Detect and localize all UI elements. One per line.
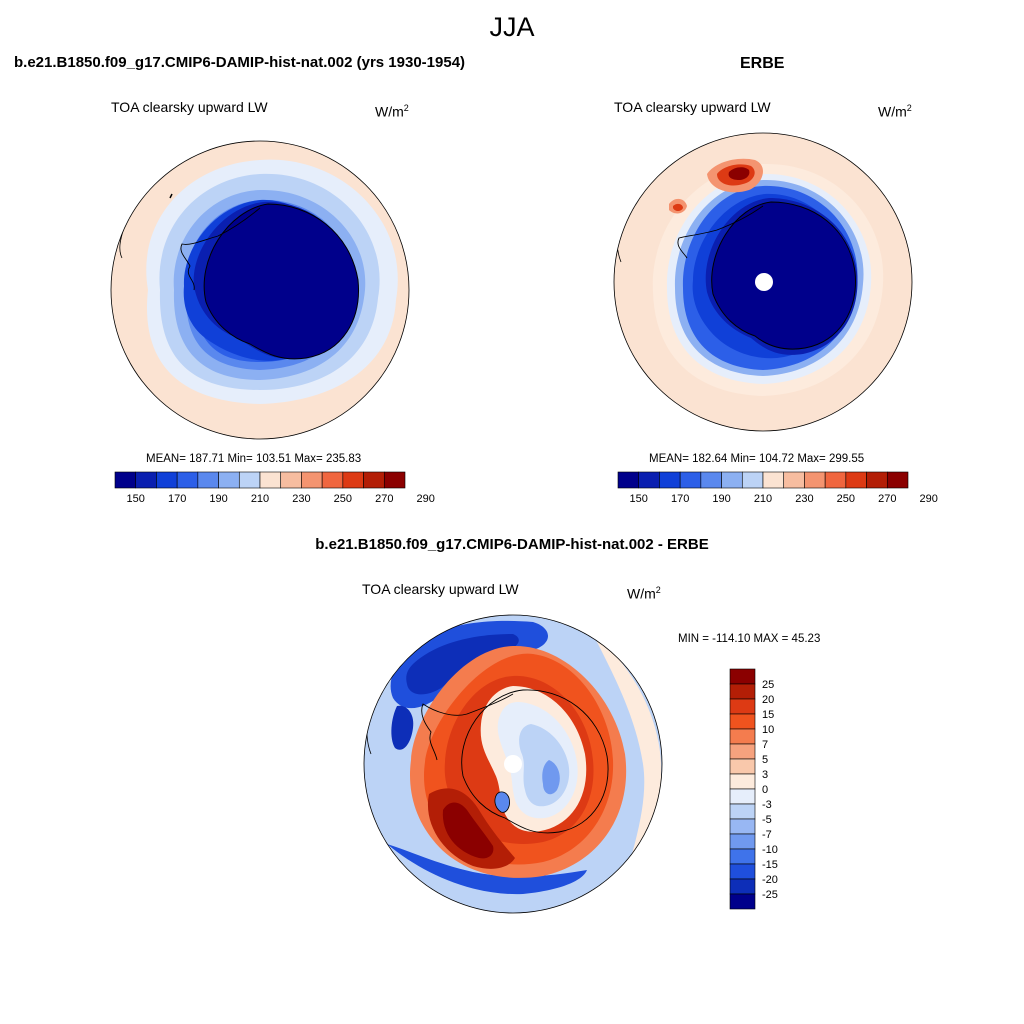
obs-colorbar-tick-label: 290	[920, 493, 938, 505]
diff-colorbar-swatch	[729, 743, 756, 760]
diff-colorbar-swatch	[729, 698, 756, 715]
obs-colorbar-swatch	[700, 471, 722, 489]
diff-colorbar-swatch	[729, 683, 756, 700]
diff-colorbar-tick-label: 20	[762, 694, 774, 706]
diff-colorbar-tick-label: -3	[762, 799, 772, 811]
diff-colorbar-swatch	[729, 848, 756, 865]
diff-colorbar-tick-label: -25	[762, 889, 778, 901]
obs-colorbar-swatch	[638, 471, 660, 489]
diff-colorbar-tick-label: 0	[762, 784, 768, 796]
model-colorbar-swatch	[176, 471, 199, 489]
model-colorbar-swatch	[342, 471, 364, 489]
diff-colorbar-tick-label: 25	[762, 679, 774, 691]
diff-colorbar-swatch	[729, 833, 756, 850]
model-colorbar-tick-label: 210	[251, 493, 269, 505]
obs-colorbar-swatch	[783, 471, 805, 489]
model-colorbar-swatch	[363, 471, 385, 489]
obs-colorbar-swatch	[679, 471, 702, 489]
obs-colorbar-swatch	[845, 471, 867, 489]
diff-panel-title: b.e21.B1850.f09_g17.CMIP6-DAMIP-hist-nat…	[315, 536, 709, 553]
model-stats: MEAN= 187.71 Min= 103.51 Max= 235.83	[146, 453, 362, 465]
obs-colorbar-tick-label: 270	[878, 493, 896, 505]
model-colorbar-swatch	[135, 471, 157, 489]
obs-colorbar-swatch	[721, 471, 743, 489]
diff-colorbar-swatch	[729, 773, 756, 790]
season-title: JJA	[489, 12, 535, 42]
obs-colorbar-swatch	[804, 471, 826, 489]
model-colorbar-swatch	[321, 471, 344, 489]
obs-colorbar-tick-label: 190	[712, 493, 730, 505]
model-colorbar-swatch	[301, 471, 323, 489]
model-colorbar-tick-label: 270	[375, 493, 393, 505]
diff-colorbar-tick-label: -5	[762, 814, 772, 826]
model-colorbar-swatch	[197, 471, 219, 489]
diff-colorbar-swatch	[729, 668, 756, 685]
obs-colorbar-tick-label: 250	[837, 493, 855, 505]
diff-colorbar-swatch	[729, 758, 756, 775]
diff-stats: MIN = -114.10 MAX = 45.23	[678, 633, 821, 645]
diff-colorbar-swatch	[729, 878, 756, 895]
obs-colorbar-tick-label: 150	[630, 493, 648, 505]
diff-colorbar-swatch	[729, 713, 756, 730]
obs-colorbar-swatch	[886, 471, 909, 489]
diff-colorbar-tick-label: -20	[762, 874, 778, 886]
obs-colorbar-tick-label: 170	[671, 493, 689, 505]
diff-colorbar-tick-label: 3	[762, 769, 768, 781]
model-variable-label: TOA clearsky upward LW	[111, 99, 268, 115]
diff-polar-map	[363, 614, 663, 914]
model-polar-map	[110, 140, 410, 440]
diff-variable-label: TOA clearsky upward LW	[362, 581, 519, 597]
model-colorbar-swatch	[259, 471, 282, 489]
model-colorbar-swatch	[238, 471, 261, 489]
obs-colorbar-tick-label: 210	[754, 493, 772, 505]
diff-colorbar-tick-label: 7	[762, 739, 768, 751]
diff-units-label: W/m2	[627, 585, 661, 602]
obs-colorbar-swatch	[866, 471, 888, 489]
obs-polar-map	[613, 132, 913, 432]
obs-stats: MEAN= 182.64 Min= 104.72 Max= 299.55	[649, 453, 865, 465]
model-colorbar-tick-label: 170	[168, 493, 186, 505]
model-colorbar-tick-label: 290	[417, 493, 435, 505]
obs-colorbar-swatch	[824, 471, 847, 489]
obs-colorbar-swatch	[762, 471, 785, 489]
diff-colorbar-tick-label: 15	[762, 709, 774, 721]
obs-colorbar: 150 170 190 210 230 250 270 290	[617, 471, 938, 505]
diff-colorbar-swatch	[729, 728, 756, 745]
diff-colorbar-tick-label: -10	[762, 844, 778, 856]
diff-colorbar-swatch	[729, 803, 756, 820]
model-units-label: W/m2	[375, 103, 409, 120]
model-panel-title: b.e21.B1850.f09_g17.CMIP6-DAMIP-hist-nat…	[14, 54, 466, 71]
model-colorbar-swatch	[156, 471, 178, 489]
diff-colorbar: 25 20 15 10 7 5 3 0 -3 -5 -7 -10 -15 -20 -25	[729, 668, 778, 910]
obs-colorbar-swatch	[659, 471, 681, 489]
model-colorbar-tick-label: 190	[209, 493, 227, 505]
obs-variable-label: TOA clearsky upward LW	[614, 99, 771, 115]
diff-colorbar-tick-label: -15	[762, 859, 778, 871]
diff-colorbar-swatch	[729, 818, 756, 835]
model-colorbar-tick-label: 230	[292, 493, 310, 505]
diff-colorbar-swatch	[729, 788, 756, 805]
model-colorbar-swatch	[280, 471, 302, 489]
obs-colorbar-swatch	[617, 471, 640, 489]
model-colorbar-swatch	[114, 471, 137, 489]
obs-units-label: W/m2	[878, 103, 912, 120]
diff-colorbar-swatch	[729, 893, 756, 910]
obs-panel-title: ERBE	[740, 55, 785, 72]
diff-colorbar-tick-label: 5	[762, 754, 768, 766]
model-colorbar-swatch	[383, 471, 406, 489]
obs-colorbar-swatch	[741, 471, 764, 489]
diff-colorbar-tick-label: -7	[762, 829, 772, 841]
diff-colorbar-swatch	[729, 863, 756, 880]
diff-colorbar-tick-label: 10	[762, 724, 774, 736]
obs-colorbar-tick-label: 230	[795, 493, 813, 505]
model-colorbar-tick-label: 150	[127, 493, 145, 505]
model-colorbar-tick-label: 250	[334, 493, 352, 505]
model-colorbar: 150 170 190 210 230 250 270 290	[114, 471, 435, 505]
model-colorbar-swatch	[218, 471, 240, 489]
